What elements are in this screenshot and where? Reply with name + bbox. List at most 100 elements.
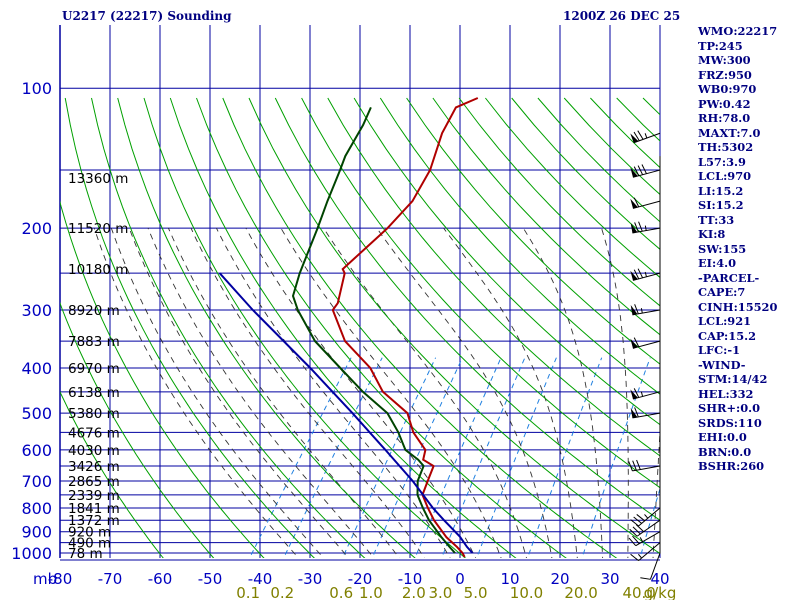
temperature-tick-label: -60	[148, 570, 173, 588]
index-line: EI:4.0	[698, 256, 737, 270]
dry-adiabat-line	[406, 97, 660, 365]
wind-barb	[630, 407, 661, 419]
wind-barb	[630, 337, 661, 349]
moist-adiabat-line	[443, 227, 578, 558]
wind-full-barb	[638, 221, 643, 232]
wind-barb	[630, 197, 661, 209]
wind-barb	[630, 507, 661, 527]
wind-barb-staff	[632, 465, 661, 472]
wind-full-barb	[632, 535, 640, 545]
wind-half-barb	[639, 537, 644, 542]
wind-full-barb	[636, 514, 645, 522]
height-label: 10180 m	[68, 262, 128, 278]
moist-adiabat-line	[93, 227, 300, 558]
wind-pennant	[630, 304, 638, 315]
wind-pennant	[630, 408, 638, 418]
temperature-tick-label: -70	[98, 570, 123, 588]
pressure-tick-label: 700	[21, 472, 52, 491]
wind-full-barb	[633, 388, 640, 398]
pressure-tick-label: 1000	[11, 544, 52, 563]
pressure-tick-label: 600	[21, 441, 52, 460]
wind-full-barb	[640, 577, 651, 580]
wind-full-barb	[633, 269, 640, 280]
temperature-tick-label: -50	[198, 570, 223, 588]
index-line: EHI:0.0	[698, 430, 747, 444]
mixing-ratio-label: 5.0	[464, 584, 488, 600]
moist-adiabat-line	[245, 227, 477, 558]
height-label: 7883 m	[68, 334, 120, 350]
index-line: SHR+:0.0	[698, 401, 761, 415]
wind-half-barb	[640, 308, 643, 314]
height-label: 6138 m	[68, 385, 120, 401]
wind-barb-staff	[632, 391, 661, 400]
mixing-ratio-label: 20.0	[564, 584, 597, 600]
wind-full-barb	[637, 165, 644, 175]
index-line: LI:15.2	[698, 183, 744, 198]
mixing-ratio-label: 0.6	[329, 584, 353, 600]
dry-adiabat-line	[274, 97, 660, 521]
height-label: 5380 m	[68, 406, 120, 422]
wind-barb-staff	[635, 531, 661, 547]
temperature-trace	[331, 97, 479, 558]
pressure-tick-label: 100	[21, 79, 52, 98]
moist-adiabat-line	[601, 227, 629, 558]
height-label: 11520 m	[68, 221, 128, 237]
mixing-ratio-line	[476, 357, 557, 558]
pressure-tick-label: 900	[21, 523, 52, 542]
moist-adiabat-line	[128, 227, 350, 558]
wind-full-barb	[630, 519, 639, 527]
index-line: TH:5302	[698, 140, 754, 154]
mixing-ratio-line	[581, 357, 651, 558]
index-line: -PARCEL-	[698, 270, 760, 285]
height-label: 13360 m	[68, 171, 128, 187]
index-line: WB0:970	[698, 82, 757, 96]
pressure-tick-label: 800	[21, 499, 52, 518]
temperature-tick-label: -10	[398, 570, 423, 588]
wind-full-barb	[635, 524, 644, 533]
height-label: 78 m	[68, 546, 103, 562]
dry-adiabat-line	[60, 200, 265, 558]
wind-full-barb	[637, 130, 644, 140]
index-line: SW:155	[698, 241, 747, 256]
dry-adiabat-line	[60, 390, 164, 558]
parcel-trace	[218, 272, 474, 554]
temperature-tick-label: -80	[48, 570, 73, 588]
index-line: -WIND-	[698, 357, 746, 372]
index-line: BRN:0.0	[698, 444, 752, 459]
mixing-ratio-line	[342, 357, 437, 558]
plot-area	[60, 97, 660, 558]
wind-barb-staff	[638, 542, 661, 562]
mixing-ratio-lines	[249, 357, 660, 558]
wind-barbs	[628, 130, 661, 580]
index-line: RH:78.0	[698, 111, 751, 125]
temperature-tick-label: 0	[455, 570, 465, 588]
temperature-tick-label: -20	[348, 570, 373, 588]
wind-pennant	[630, 198, 638, 209]
index-line: LCL:970	[698, 169, 752, 183]
mixing-ratio-label: 10.0	[510, 584, 543, 600]
wind-half-barb	[644, 271, 647, 277]
height-label: 1841 m	[68, 501, 120, 517]
moist-adiabat-line	[147, 227, 375, 558]
wind-full-barb	[634, 304, 639, 314]
pressure-tick-label: 300	[21, 301, 52, 320]
index-line: LFC:-1	[698, 343, 741, 357]
index-line: KI:8	[698, 227, 726, 241]
temperature-tick-label: 10	[500, 570, 519, 588]
mixing-ratio-line	[441, 357, 526, 558]
index-line: TT:33	[698, 212, 735, 227]
grid-layer	[59, 25, 661, 561]
moist-adiabat-line	[522, 227, 604, 558]
wind-barb	[640, 552, 661, 580]
wind-half-barb	[644, 225, 647, 231]
height-label: 4030 m	[68, 443, 120, 459]
pressure-tick-label: 500	[21, 404, 52, 423]
wind-half-barb	[644, 514, 649, 519]
wind-barb	[630, 221, 661, 234]
dewpoint-trace	[291, 106, 456, 554]
wind-barb	[628, 459, 661, 472]
index-line: MAXT:7.0	[698, 125, 761, 140]
wind-full-barb	[633, 166, 640, 176]
mixing-ratio-label: g/kg	[644, 584, 677, 600]
